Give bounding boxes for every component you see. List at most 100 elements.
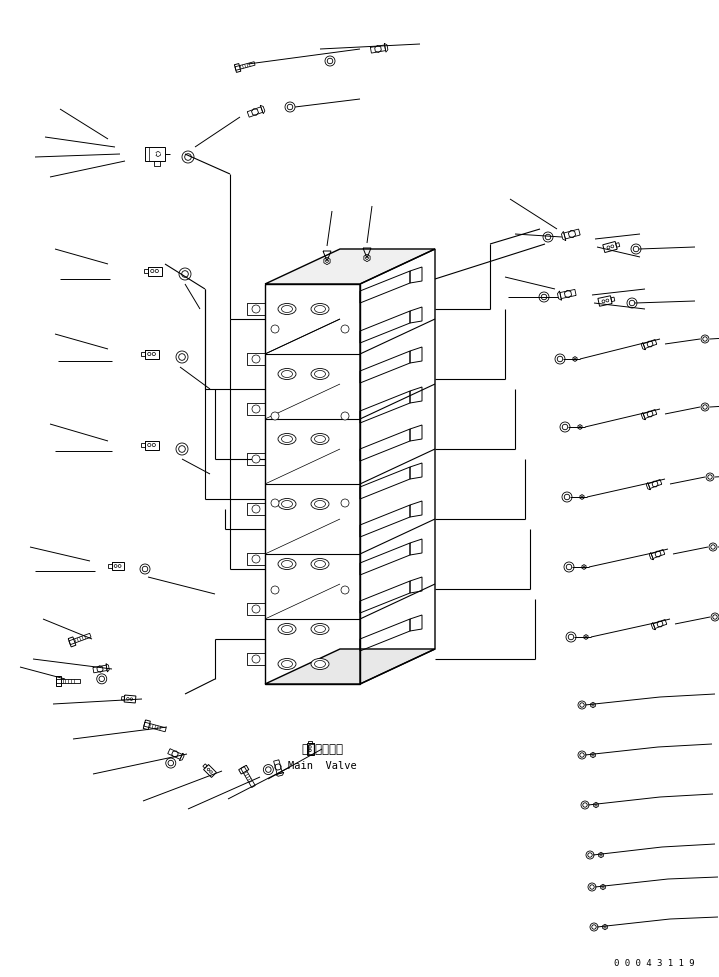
Polygon shape [360,505,410,537]
Polygon shape [56,676,61,686]
Ellipse shape [278,434,296,446]
Polygon shape [247,354,265,365]
Polygon shape [410,577,422,593]
Text: メインバルブ: メインバルブ [301,743,343,756]
Polygon shape [584,635,588,640]
Polygon shape [652,482,658,488]
Polygon shape [360,543,410,575]
Polygon shape [106,664,109,672]
Polygon shape [274,760,283,775]
Polygon shape [252,109,258,116]
Polygon shape [557,292,562,301]
Polygon shape [143,720,150,730]
Polygon shape [598,296,612,307]
Polygon shape [179,753,184,761]
Polygon shape [247,654,265,665]
Polygon shape [410,616,422,631]
Polygon shape [145,441,159,450]
Polygon shape [172,751,178,757]
Polygon shape [69,634,91,645]
Polygon shape [265,650,435,684]
Polygon shape [410,426,422,442]
Polygon shape [145,350,159,360]
Polygon shape [375,47,381,54]
Polygon shape [124,696,136,703]
Circle shape [252,455,260,463]
Polygon shape [111,563,124,571]
Circle shape [252,306,260,314]
Circle shape [252,356,260,363]
Circle shape [271,586,279,594]
Ellipse shape [311,658,329,670]
Polygon shape [655,552,661,557]
Polygon shape [582,565,586,570]
Polygon shape [109,565,111,569]
Polygon shape [203,765,216,778]
Polygon shape [168,749,182,759]
Polygon shape [644,340,656,349]
Polygon shape [600,884,605,890]
Polygon shape [360,468,410,499]
Polygon shape [603,924,608,930]
Polygon shape [573,358,577,362]
Polygon shape [651,550,665,559]
Polygon shape [247,107,262,118]
Polygon shape [649,553,654,560]
Polygon shape [591,752,595,758]
Polygon shape [651,622,656,630]
Ellipse shape [278,304,296,316]
Polygon shape [141,444,145,447]
Polygon shape [260,106,265,114]
Polygon shape [306,743,313,755]
Polygon shape [247,604,265,616]
Polygon shape [145,149,165,161]
Circle shape [341,586,349,594]
Polygon shape [611,298,615,302]
Polygon shape [247,503,265,516]
Polygon shape [239,766,249,774]
Polygon shape [410,308,422,323]
Polygon shape [235,63,255,71]
Circle shape [252,505,260,514]
Polygon shape [360,581,410,614]
Polygon shape [275,773,284,777]
Polygon shape [641,343,646,351]
Circle shape [271,412,279,420]
Circle shape [252,606,260,614]
Polygon shape [141,353,145,357]
Ellipse shape [278,658,296,670]
Polygon shape [641,413,646,420]
Polygon shape [647,411,653,417]
Polygon shape [580,495,584,500]
Ellipse shape [278,559,296,570]
Polygon shape [97,666,103,672]
Ellipse shape [311,624,329,635]
Polygon shape [647,342,653,348]
Polygon shape [56,679,80,684]
Polygon shape [93,665,107,673]
Polygon shape [657,621,663,627]
Ellipse shape [311,559,329,570]
Polygon shape [649,480,661,489]
Polygon shape [265,250,435,284]
Polygon shape [154,161,160,167]
Polygon shape [360,272,410,304]
Polygon shape [247,404,265,415]
Circle shape [271,499,279,507]
Polygon shape [562,233,566,241]
Circle shape [252,556,260,564]
Polygon shape [360,352,410,384]
Ellipse shape [278,624,296,635]
Circle shape [341,499,349,507]
Polygon shape [360,619,410,652]
Polygon shape [654,619,667,629]
Polygon shape [564,230,580,239]
Polygon shape [599,852,603,858]
Polygon shape [360,250,435,684]
Polygon shape [360,430,410,461]
Polygon shape [385,44,388,53]
Polygon shape [569,232,576,238]
Circle shape [252,656,260,663]
Ellipse shape [311,304,329,316]
Polygon shape [324,258,330,266]
